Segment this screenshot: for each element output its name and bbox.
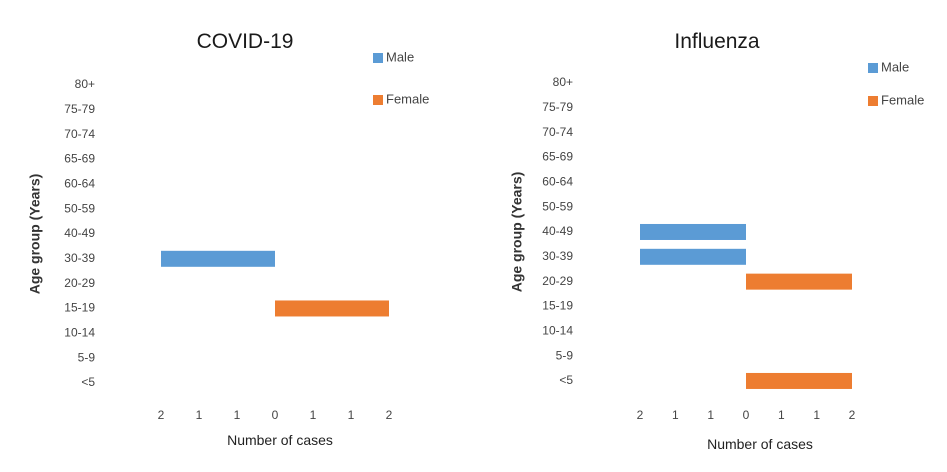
covid-category-label: <5 — [81, 375, 95, 389]
influenza-female-bar-20-29 — [746, 273, 852, 290]
influenza-x-tick-label: 2 — [849, 408, 856, 422]
influenza-category-label: <5 — [559, 373, 573, 387]
influenza-x-tick-label: 1 — [778, 408, 785, 422]
influenza-male-bar-40-49 — [640, 223, 746, 240]
influenza-x-tick-label: 0 — [743, 408, 750, 422]
influenza-legend-swatch-female — [868, 96, 878, 106]
covid-legend-label-female: Female — [386, 91, 429, 106]
influenza-x-axis-label: Number of cases — [707, 436, 813, 452]
covid-x-axis-label: Number of cases — [227, 432, 333, 448]
covid-category-label: 70-74 — [64, 127, 95, 141]
covid-legend-label-male: Male — [386, 49, 414, 64]
influenza-x-tick-label: 2 — [637, 408, 644, 422]
covid-category-label: 50-59 — [64, 201, 95, 215]
covid-male-bar-30-39 — [161, 250, 275, 267]
covid-category-label: 5-9 — [78, 350, 96, 364]
influenza-category-label: 10-14 — [542, 323, 573, 337]
covid-chart: COVID-19 Age group (Years) 80+ 75-79 70-74 65… — [27, 30, 430, 448]
covid-y-axis-label: Age group (Years) — [27, 174, 43, 295]
covid-category-label: 15-19 — [64, 301, 95, 315]
influenza-category-label: 20-29 — [542, 274, 573, 288]
influenza-male-bar-30-39 — [640, 248, 746, 265]
influenza-category-label: 80+ — [553, 75, 573, 89]
influenza-female-bar--5 — [746, 372, 852, 389]
influenza-chart-panel: Influenza Age group (Years) 80+ 75-79 70-74 6… — [485, 5, 942, 467]
covid-x-tick-label: 0 — [272, 408, 279, 422]
covid-category-label: 10-14 — [64, 325, 95, 339]
covid-legend-swatch-male — [373, 53, 383, 63]
covid-category-label: 60-64 — [64, 176, 95, 190]
covid-x-tick-label: 1 — [196, 408, 203, 422]
covid-x-tick-label: 1 — [310, 408, 317, 422]
influenza-category-label: 30-39 — [542, 249, 573, 263]
influenza-category-label: 65-69 — [542, 150, 573, 164]
covid-category-label: 20-29 — [64, 276, 95, 290]
influenza-legend-swatch-male — [868, 63, 878, 73]
covid-category-label: 80+ — [75, 77, 95, 91]
influenza-category-label: 15-19 — [542, 299, 573, 313]
influenza-category-label: 60-64 — [542, 174, 573, 188]
influenza-legend-label-female: Female — [881, 92, 924, 107]
covid-category-label: 65-69 — [64, 152, 95, 166]
covid-x-tick-label: 1 — [234, 408, 241, 422]
influenza-x-tick-label: 1 — [672, 408, 679, 422]
influenza-category-label: 40-49 — [542, 224, 573, 238]
covid-x-tick-label: 2 — [158, 408, 165, 422]
covid-x-tick-label: 2 — [386, 408, 393, 422]
influenza-chart-title: Influenza — [674, 30, 760, 53]
covid-category-label: 40-49 — [64, 226, 95, 240]
influenza-legend-label-male: Male — [881, 59, 909, 74]
influenza-category-label: 70-74 — [542, 125, 573, 139]
covid-female-bar-15-19 — [275, 300, 389, 317]
influenza-category-label: 50-59 — [542, 199, 573, 213]
covid-chart-panel: COVID-19 Age group (Years) 80+ 75-79 70-74 65… — [5, 5, 480, 467]
influenza-category-label: 5-9 — [556, 348, 574, 362]
covid-category-label: 30-39 — [64, 251, 95, 265]
influenza-y-axis-label: Age group (Years) — [509, 172, 525, 293]
covid-category-label: 75-79 — [64, 102, 95, 116]
covid-x-tick-label: 1 — [348, 408, 355, 422]
influenza-chart: Influenza Age group (Years) 80+ 75-79 70-74 6… — [509, 30, 925, 452]
influenza-x-tick-label: 1 — [813, 408, 820, 422]
influenza-category-label: 75-79 — [542, 100, 573, 114]
covid-legend-swatch-female — [373, 95, 383, 105]
influenza-x-tick-label: 1 — [707, 408, 714, 422]
covid-chart-title: COVID-19 — [197, 30, 294, 53]
